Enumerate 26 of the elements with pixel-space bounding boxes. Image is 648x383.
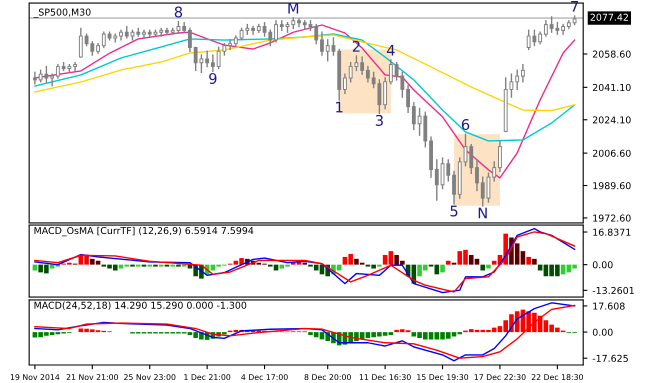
annotation: N bbox=[478, 208, 487, 218]
y-tick-label: 2041.10 bbox=[592, 84, 631, 92]
annotation: 8 bbox=[174, 6, 182, 18]
y-tick-label: 1989.60 bbox=[593, 182, 631, 190]
y-tick-label: -13.2601 bbox=[592, 286, 634, 294]
y-tick-label: 16.8371 bbox=[593, 228, 630, 236]
annotation: M bbox=[288, 2, 298, 14]
annotation: 7 bbox=[571, 0, 578, 12]
chart-title: MACD_OsMA [CurrTF] (12,26,9) 6.5914 7.5994 bbox=[34, 226, 254, 236]
y-tick-label: 2006.60 bbox=[592, 150, 631, 157]
y-tick-label: 0.00 bbox=[592, 328, 613, 336]
y-tick-label: 0.00 bbox=[592, 261, 613, 268]
ref-line-label: 2077.42 bbox=[590, 14, 628, 21]
annotation: 9 bbox=[209, 72, 216, 84]
annotation: 6 bbox=[462, 119, 470, 130]
text: _SP500,M30 bbox=[34, 8, 91, 18]
annotation: 2 bbox=[352, 40, 360, 52]
y-tick-label: 2024.10 bbox=[592, 116, 631, 124]
y-tick-label: 2058.60 bbox=[592, 50, 631, 58]
y-tick-label: -17.625 bbox=[592, 354, 628, 362]
annotation: 3 bbox=[376, 114, 383, 126]
annotation: 1 bbox=[336, 102, 342, 112]
y-tick-label: 17.608 bbox=[593, 302, 625, 310]
annotation: 5 bbox=[450, 206, 458, 217]
y-tick-label: 1972.60 bbox=[593, 214, 631, 222]
chart-title: MACD(24,52,18) 14.290 15.290 0.000 -1.300 bbox=[34, 302, 246, 310]
